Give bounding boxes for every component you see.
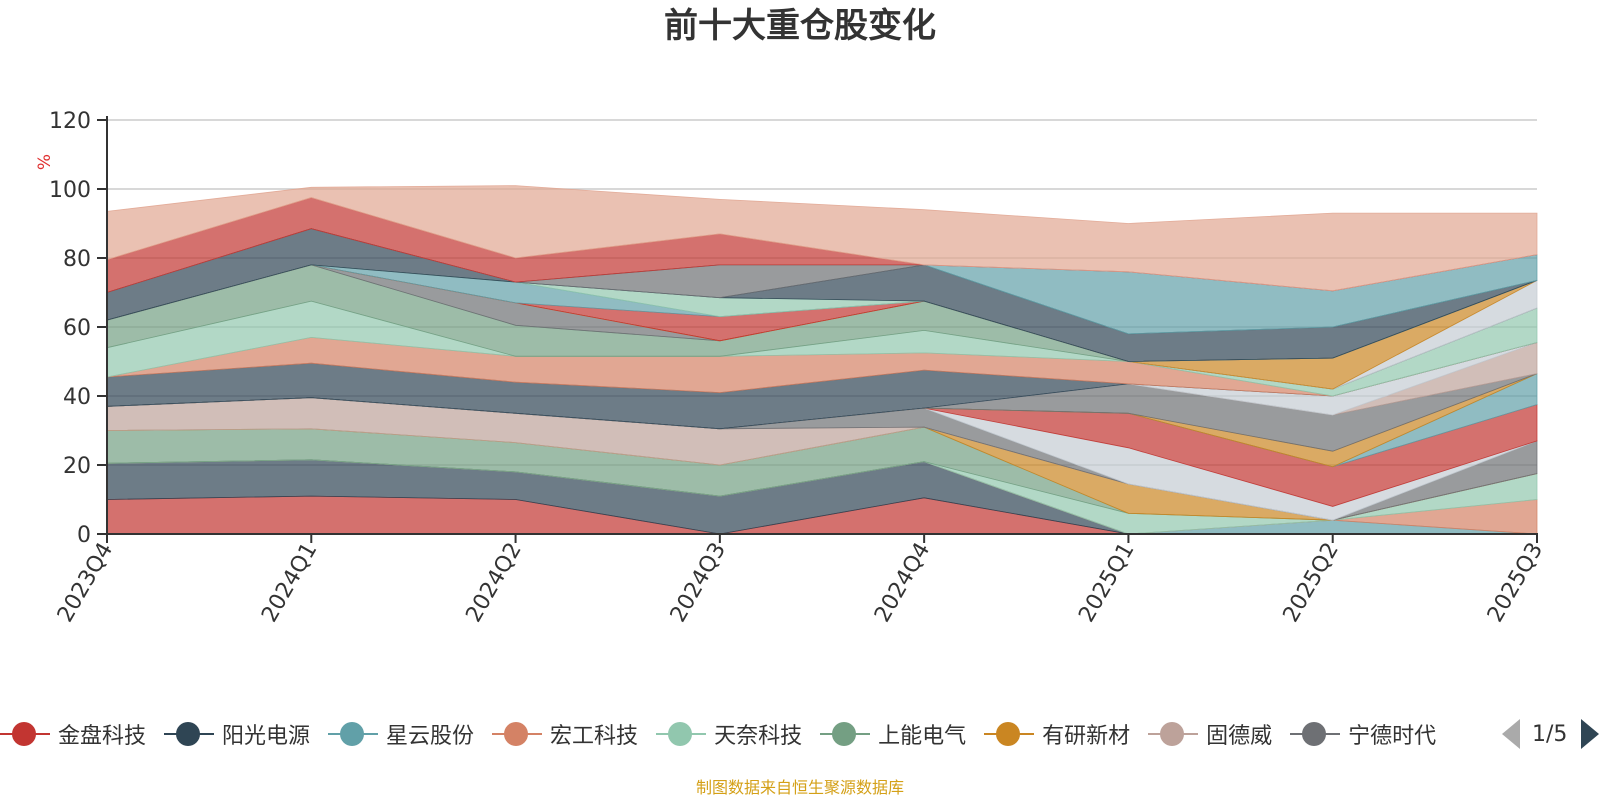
x-tick-label-1: 2024Q1 — [257, 539, 322, 627]
legend-label: 天奈科技 — [714, 724, 803, 749]
legend-marker-icon — [164, 719, 215, 749]
chart-title: 前十大重仓股变化 — [664, 6, 936, 46]
legend-item-5[interactable]: 上能电气 — [820, 716, 966, 752]
x-tick-label-6: 2025Q2 — [1279, 539, 1344, 627]
x-tick-label-4: 2024Q4 — [870, 539, 935, 627]
legend-next-arrow-icon[interactable] — [1581, 719, 1600, 749]
legend-label: 有研新材 — [1042, 724, 1131, 749]
legend-item-0[interactable]: 金盘科技 — [0, 716, 146, 752]
legend-marker-icon — [0, 719, 50, 749]
x-tick-label-2: 2024Q2 — [461, 539, 526, 627]
area-layer — [106, 185, 1538, 535]
y-tick-label-4: 80 — [63, 247, 91, 272]
y-tick-label-3: 60 — [63, 316, 91, 341]
legend-marker-icon — [1290, 719, 1341, 749]
area-series-30[interactable] — [106, 185, 1538, 292]
legend-item-3[interactable]: 宏工科技 — [492, 716, 638, 752]
legend-page-indicator: 1/5 — [1532, 721, 1568, 747]
legend-label: 宁德时代 — [1348, 724, 1437, 749]
legend-label: 星云股份 — [386, 724, 475, 749]
data-source-note: 制图数据来自恒生聚源数据库 — [695, 778, 904, 797]
y-tick-label-0: 0 — [77, 523, 91, 548]
legend-marker-icon — [656, 719, 707, 749]
legend-marker-icon — [492, 719, 543, 749]
x-tick-label-0: 2023Q4 — [53, 539, 118, 627]
legend-item-8[interactable]: 宁德时代 — [1290, 716, 1436, 752]
x-tick-label-5: 2025Q1 — [1074, 539, 1139, 627]
legend-marker-icon — [820, 719, 871, 749]
legend: 金盘科技 阳光电源 星云股份 宏工科技 天奈科技 上能电气 有研新材 固德威 宁德时代 — [0, 716, 1480, 752]
legend-item-1[interactable]: 阳光电源 — [164, 716, 310, 752]
legend-item-4[interactable]: 天奈科技 — [656, 716, 802, 752]
y-tick-label-5: 100 — [49, 178, 91, 203]
y-tick-label-2: 40 — [63, 385, 91, 410]
legend-marker-icon — [984, 719, 1035, 749]
x-tick-label-3: 2024Q3 — [666, 539, 731, 627]
legend-item-7[interactable]: 固德威 — [1148, 716, 1272, 752]
legend-label: 阳光电源 — [222, 724, 311, 749]
y-axis-unit-label: % — [35, 154, 55, 170]
legend-item-2[interactable]: 星云股份 — [328, 716, 474, 752]
legend-prev-arrow-icon[interactable] — [1502, 719, 1520, 749]
legend-item-6[interactable]: 有研新材 — [984, 716, 1130, 752]
legend-pager: 1/5 — [1500, 718, 1600, 750]
legend-label: 上能电气 — [878, 724, 967, 749]
y-tick-label-6: 120 — [49, 109, 91, 134]
legend-label: 固德威 — [1206, 724, 1273, 749]
legend-label: 宏工科技 — [550, 724, 639, 749]
y-tick-label-1: 20 — [63, 454, 91, 479]
legend-marker-icon — [1148, 719, 1199, 749]
legend-marker-icon — [328, 719, 379, 749]
legend-label: 金盘科技 — [58, 724, 147, 749]
x-tick-label-7: 2025Q3 — [1483, 539, 1548, 627]
